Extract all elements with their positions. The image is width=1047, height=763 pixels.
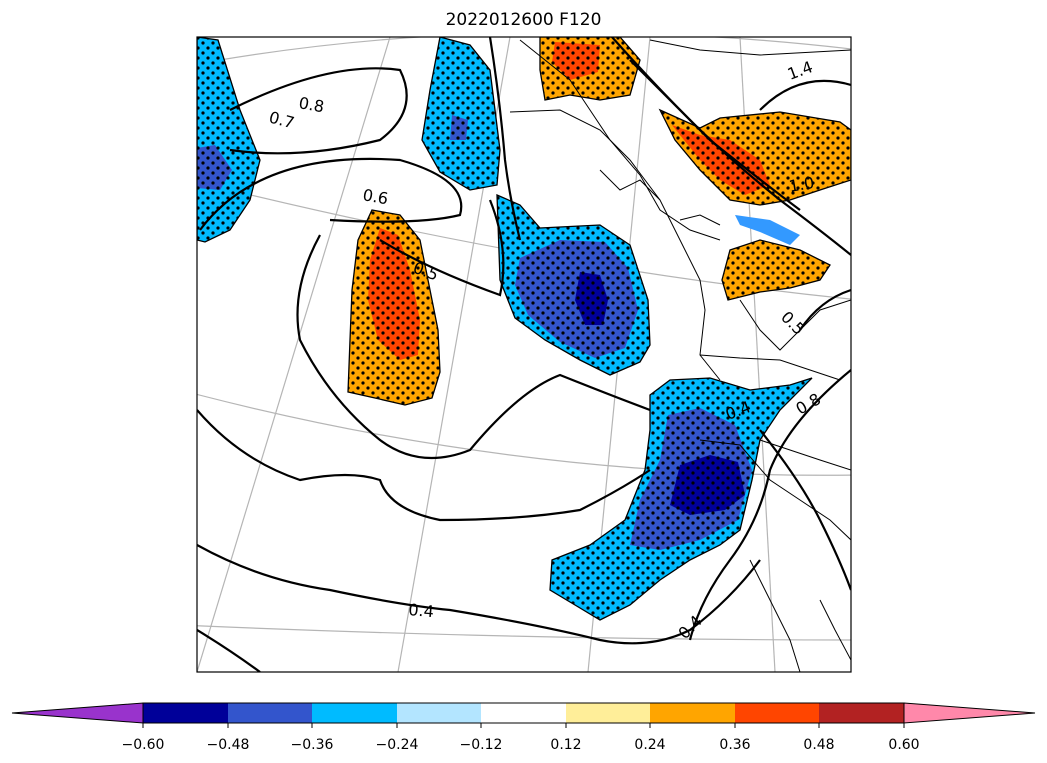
colorbar-tick-label: −0.60: [122, 737, 165, 753]
contour-label: 0.4: [408, 600, 435, 621]
colorbar-segment: [735, 703, 819, 723]
map-frame: [196, 36, 852, 673]
colorbar-segment: [819, 703, 904, 723]
significance-stippling: [197, 37, 851, 620]
colorbar-segment: [397, 703, 481, 723]
colorbar-tick-label: −0.12: [460, 737, 503, 753]
contour-label: 0.6: [361, 185, 389, 208]
contour-label: 1.0: [787, 173, 815, 196]
colorbar-segment: [481, 703, 566, 723]
colorbar-segment: [566, 703, 650, 723]
colorbar-segment: [312, 703, 397, 723]
colorbar-tick-label: 0.12: [550, 737, 581, 753]
colorbar-tick-label: 0.60: [888, 737, 919, 753]
map-panel: 0.8 0.7 0.6 0.5 0.4 0.4 1.4 1.0 0.5 0.4 …: [197, 37, 851, 672]
coastlines: [509, 39, 851, 672]
isolines: [197, 37, 851, 672]
colorbar-segment: [143, 703, 228, 723]
map-title: 2022012600 F120: [445, 10, 602, 30]
colorbar-tick-label: 0.24: [634, 737, 665, 753]
colorbar-tick-label: −0.48: [207, 737, 250, 753]
colorbar-tick-label: −0.24: [376, 737, 419, 753]
colorbar-extend-low: [11, 702, 144, 724]
colorbar-extend-high: [903, 702, 1036, 724]
colorbar-tick-label: 0.36: [719, 737, 750, 753]
colorbar: −0.60 −0.48 −0.36 −0.24 −0.12 0.12 0.24 …: [11, 702, 1036, 753]
colorbar-tick-label: −0.36: [291, 737, 334, 753]
contour-label: 0.8: [297, 93, 325, 116]
colorbar-tick-label: 0.48: [803, 737, 834, 753]
colorbar-segment: [228, 703, 312, 723]
colorbar-segment: [650, 703, 735, 723]
